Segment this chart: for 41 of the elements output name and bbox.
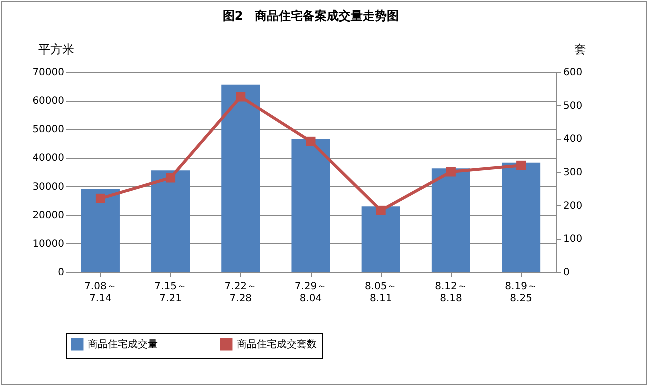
y2-tick-label: 300 xyxy=(564,168,583,178)
point xyxy=(96,194,106,204)
x-tick-label: 7.15～ 7.21 xyxy=(154,282,187,304)
bar xyxy=(222,84,260,272)
y2-axis-title: 套 xyxy=(574,42,586,56)
bar xyxy=(152,170,190,272)
legend-label: 商品住宅成交套数 xyxy=(237,338,317,351)
y2-tick-label: 100 xyxy=(564,234,583,246)
chart-title: 图2 商品住宅备案成交量走势图 xyxy=(222,9,400,23)
y-tick-label: 0 xyxy=(58,268,64,278)
y-tick-label: 10000 xyxy=(32,238,64,250)
legend-label: 商品住宅成交量 xyxy=(88,338,158,351)
point xyxy=(236,92,246,102)
x-tick-label: 7.22～ 7.28 xyxy=(224,282,258,304)
y-tick-label: 50000 xyxy=(32,124,64,136)
bar xyxy=(81,189,120,272)
y-tick-label: 70000 xyxy=(32,68,64,78)
y-axis-title: 平方米 xyxy=(38,42,74,56)
point xyxy=(516,160,526,170)
y-tick-label: 20000 xyxy=(32,210,64,222)
y-tick-label: 30000 xyxy=(32,182,64,193)
point xyxy=(446,167,456,177)
bar xyxy=(362,206,400,272)
x-tick-label: 8.19～ 8.25 xyxy=(505,282,538,304)
x-tick-label: 7.08～ 7.14 xyxy=(84,282,117,304)
y2-tick-label: 500 xyxy=(564,100,583,112)
y2-tick-label: 400 xyxy=(564,134,583,146)
y2-tick-label: 600 xyxy=(564,68,583,78)
x-tick-label: 8.05～ 8.11 xyxy=(364,282,398,304)
bar xyxy=(502,162,541,272)
bar xyxy=(432,168,470,272)
point xyxy=(376,206,386,216)
x-tick-label: 8.12～ 8.18 xyxy=(435,282,468,304)
point xyxy=(166,173,176,183)
x-tick-label: 7.29～ 8.04 xyxy=(294,282,328,304)
y2-tick-label: 200 xyxy=(564,200,583,212)
bar xyxy=(292,139,330,272)
y-tick-label: 60000 xyxy=(32,96,64,108)
point xyxy=(306,136,316,146)
y2-tick-label: 0 xyxy=(564,268,570,278)
y-tick-label: 40000 xyxy=(32,153,64,164)
